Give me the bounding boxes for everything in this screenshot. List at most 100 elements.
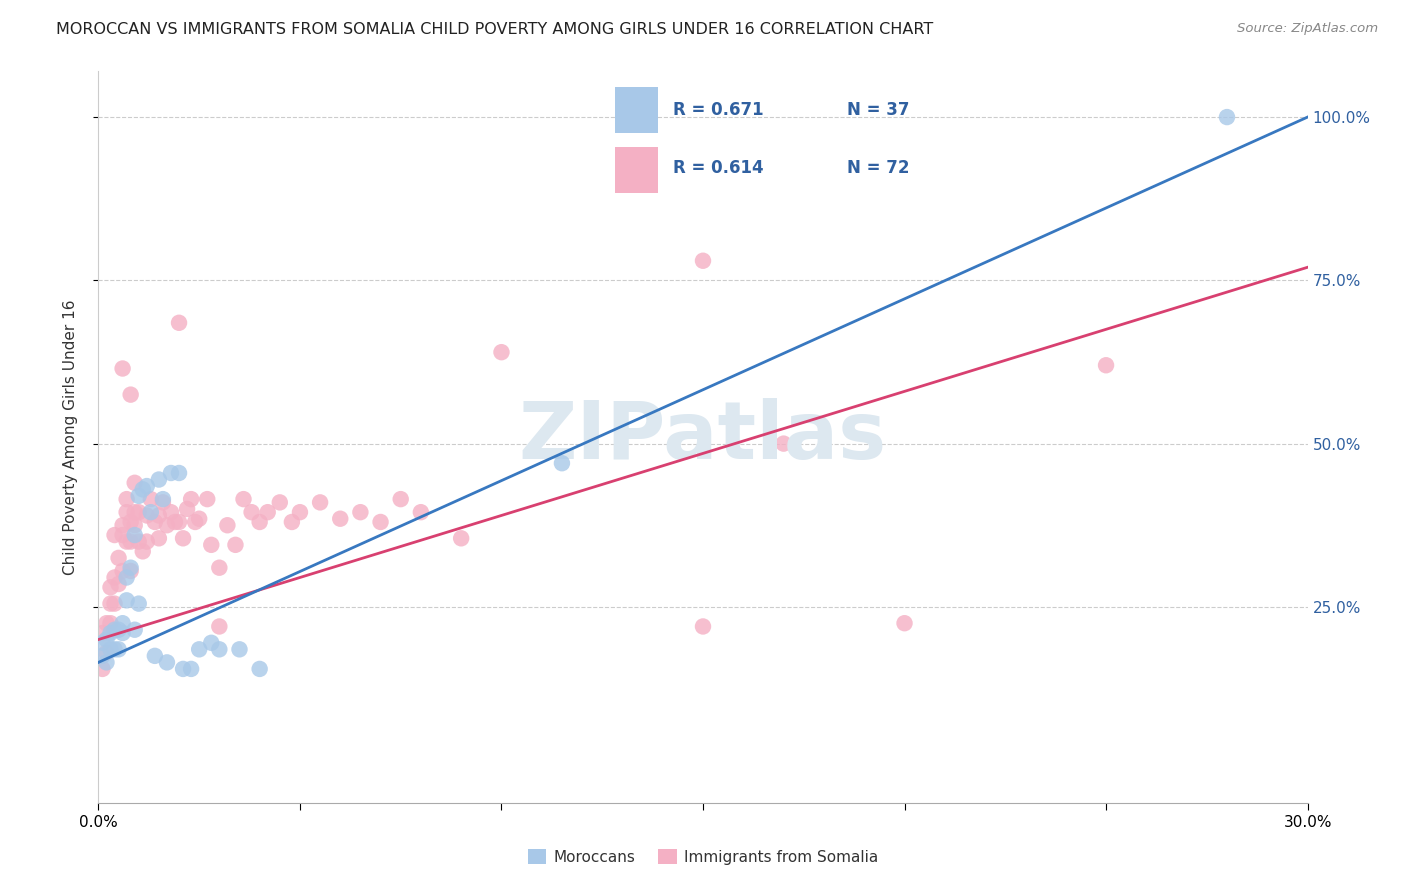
Point xyxy=(195,492,218,507)
Point xyxy=(180,662,202,676)
Point xyxy=(200,538,222,552)
Point xyxy=(148,473,170,487)
Point xyxy=(167,466,190,480)
Point xyxy=(91,626,114,640)
Point xyxy=(120,387,142,401)
Point xyxy=(120,560,142,574)
Point xyxy=(172,662,194,676)
Point xyxy=(96,632,118,647)
Point xyxy=(172,531,194,545)
Point xyxy=(232,492,254,507)
Point xyxy=(132,544,155,558)
Point xyxy=(107,577,129,591)
Point xyxy=(135,508,157,523)
Point xyxy=(160,466,183,480)
Point xyxy=(188,642,211,657)
Point xyxy=(256,505,278,519)
Point xyxy=(111,518,134,533)
Point xyxy=(115,534,138,549)
Point xyxy=(692,619,714,633)
Point xyxy=(409,505,432,519)
Point xyxy=(128,505,150,519)
Point xyxy=(329,512,352,526)
Point xyxy=(124,475,146,490)
Point xyxy=(309,495,332,509)
Point xyxy=(115,505,138,519)
Point xyxy=(163,515,186,529)
Point xyxy=(115,593,138,607)
Legend: Moroccans, Immigrants from Somalia: Moroccans, Immigrants from Somalia xyxy=(527,848,879,864)
Point xyxy=(124,505,146,519)
Point xyxy=(1095,358,1118,372)
Point xyxy=(156,518,179,533)
Point xyxy=(103,642,125,657)
Point xyxy=(160,505,183,519)
Point xyxy=(120,515,142,529)
Point xyxy=(772,436,794,450)
Point xyxy=(139,492,162,507)
Point xyxy=(124,518,146,533)
Point xyxy=(128,597,150,611)
Point xyxy=(128,534,150,549)
Point xyxy=(111,626,134,640)
Point xyxy=(692,253,714,268)
Point xyxy=(152,492,174,507)
Point xyxy=(450,531,472,545)
Point xyxy=(132,483,155,497)
Text: Source: ZipAtlas.com: Source: ZipAtlas.com xyxy=(1237,22,1378,36)
Point xyxy=(143,648,166,663)
Point xyxy=(103,570,125,584)
Point xyxy=(148,531,170,545)
Point xyxy=(96,616,118,631)
Point xyxy=(491,345,513,359)
Point xyxy=(269,495,291,509)
Point xyxy=(143,515,166,529)
Point xyxy=(249,515,271,529)
Point xyxy=(152,495,174,509)
Point xyxy=(240,505,263,519)
Point xyxy=(156,656,179,670)
Point xyxy=(100,616,122,631)
Point xyxy=(180,492,202,507)
Point xyxy=(91,648,114,663)
Point xyxy=(115,570,138,584)
Text: MOROCCAN VS IMMIGRANTS FROM SOMALIA CHILD POVERTY AMONG GIRLS UNDER 16 CORRELATI: MOROCCAN VS IMMIGRANTS FROM SOMALIA CHIL… xyxy=(56,22,934,37)
Point xyxy=(100,642,122,657)
Point xyxy=(139,505,162,519)
Point xyxy=(208,619,231,633)
Point xyxy=(120,534,142,549)
Point xyxy=(288,505,311,519)
Point xyxy=(107,623,129,637)
Point xyxy=(208,642,231,657)
Point xyxy=(389,492,412,507)
Point xyxy=(111,616,134,631)
Point xyxy=(96,656,118,670)
Point xyxy=(135,534,157,549)
Point xyxy=(103,528,125,542)
Point xyxy=(91,636,114,650)
Point xyxy=(188,512,211,526)
Point xyxy=(217,518,239,533)
Y-axis label: Child Poverty Among Girls Under 16: Child Poverty Among Girls Under 16 xyxy=(63,300,77,574)
Point xyxy=(200,636,222,650)
Point xyxy=(107,550,129,565)
Point xyxy=(208,560,231,574)
Point xyxy=(111,361,134,376)
Point xyxy=(184,515,207,529)
Point xyxy=(148,508,170,523)
Point xyxy=(100,597,122,611)
Text: ZIPatlas: ZIPatlas xyxy=(519,398,887,476)
Point xyxy=(224,538,246,552)
Point xyxy=(124,623,146,637)
Point xyxy=(103,623,125,637)
Point xyxy=(349,505,371,519)
Point xyxy=(370,515,392,529)
Point xyxy=(111,528,134,542)
Point xyxy=(120,564,142,578)
Point xyxy=(1216,110,1239,124)
Point xyxy=(103,597,125,611)
Point xyxy=(551,456,574,470)
Point xyxy=(176,502,198,516)
Point xyxy=(281,515,304,529)
Point xyxy=(167,515,190,529)
